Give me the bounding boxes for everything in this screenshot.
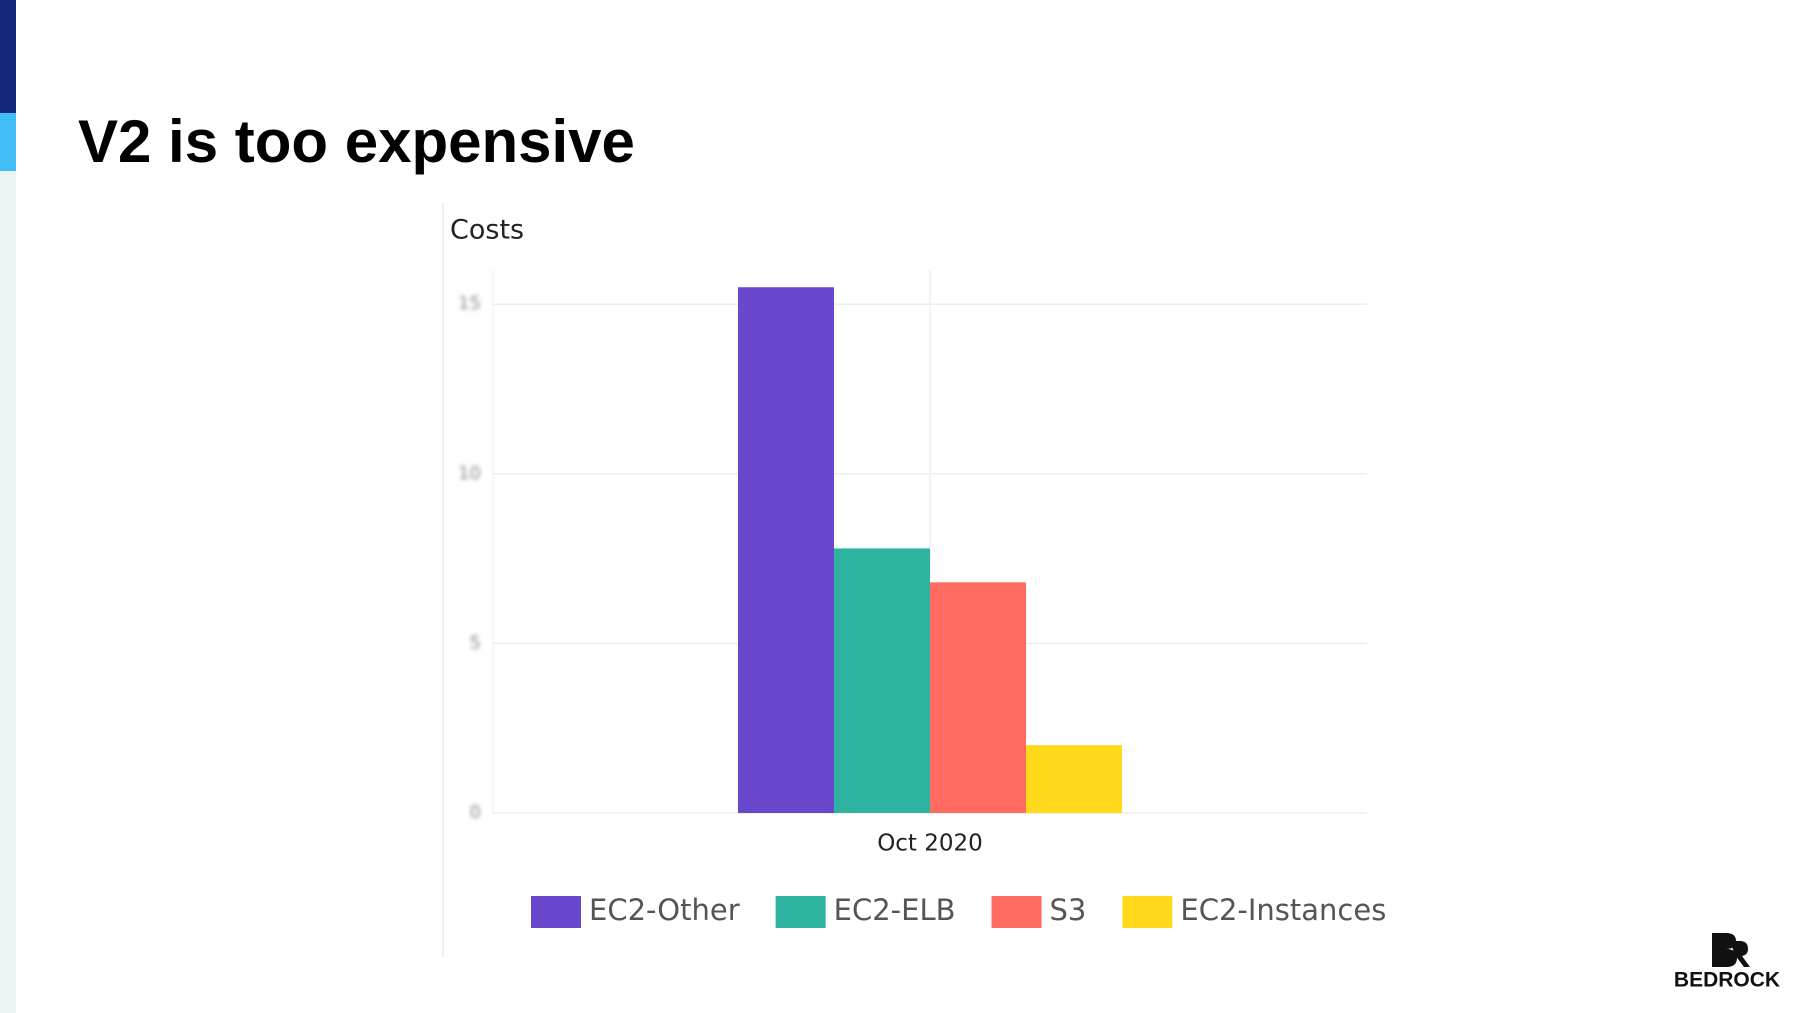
legend-label: EC2-Instances: [1180, 893, 1386, 927]
y-tick-label: 10: [458, 463, 481, 484]
y-tick-label: 5: [470, 632, 481, 653]
bar: [1026, 745, 1122, 813]
side-stripe-dark: [0, 0, 16, 113]
side-stripe-light: [0, 113, 16, 171]
legend-swatch: [775, 896, 826, 928]
slide-title: V2 is too expensive: [78, 108, 635, 175]
logo-mark: [1712, 933, 1750, 967]
legend-label: EC2-ELB: [834, 893, 956, 927]
legend-swatch: [531, 896, 581, 928]
y-tick-label: 15: [458, 293, 481, 314]
x-tick-label: Oct 2020: [877, 831, 983, 857]
legend-label: S3: [1050, 893, 1087, 927]
bar: [738, 287, 834, 813]
legend-swatch: [991, 896, 1042, 928]
bar: [834, 548, 930, 813]
legend-swatch: [1122, 896, 1173, 928]
logo-text: BEDROCK: [1674, 969, 1780, 992]
chart-title: Costs: [450, 215, 524, 246]
logo: BEDROCK: [1674, 933, 1780, 992]
y-tick-label: 0: [470, 802, 481, 823]
bar: [930, 582, 1026, 813]
legend-label: EC2-Other: [589, 893, 740, 927]
side-stripe: [0, 0, 16, 1013]
